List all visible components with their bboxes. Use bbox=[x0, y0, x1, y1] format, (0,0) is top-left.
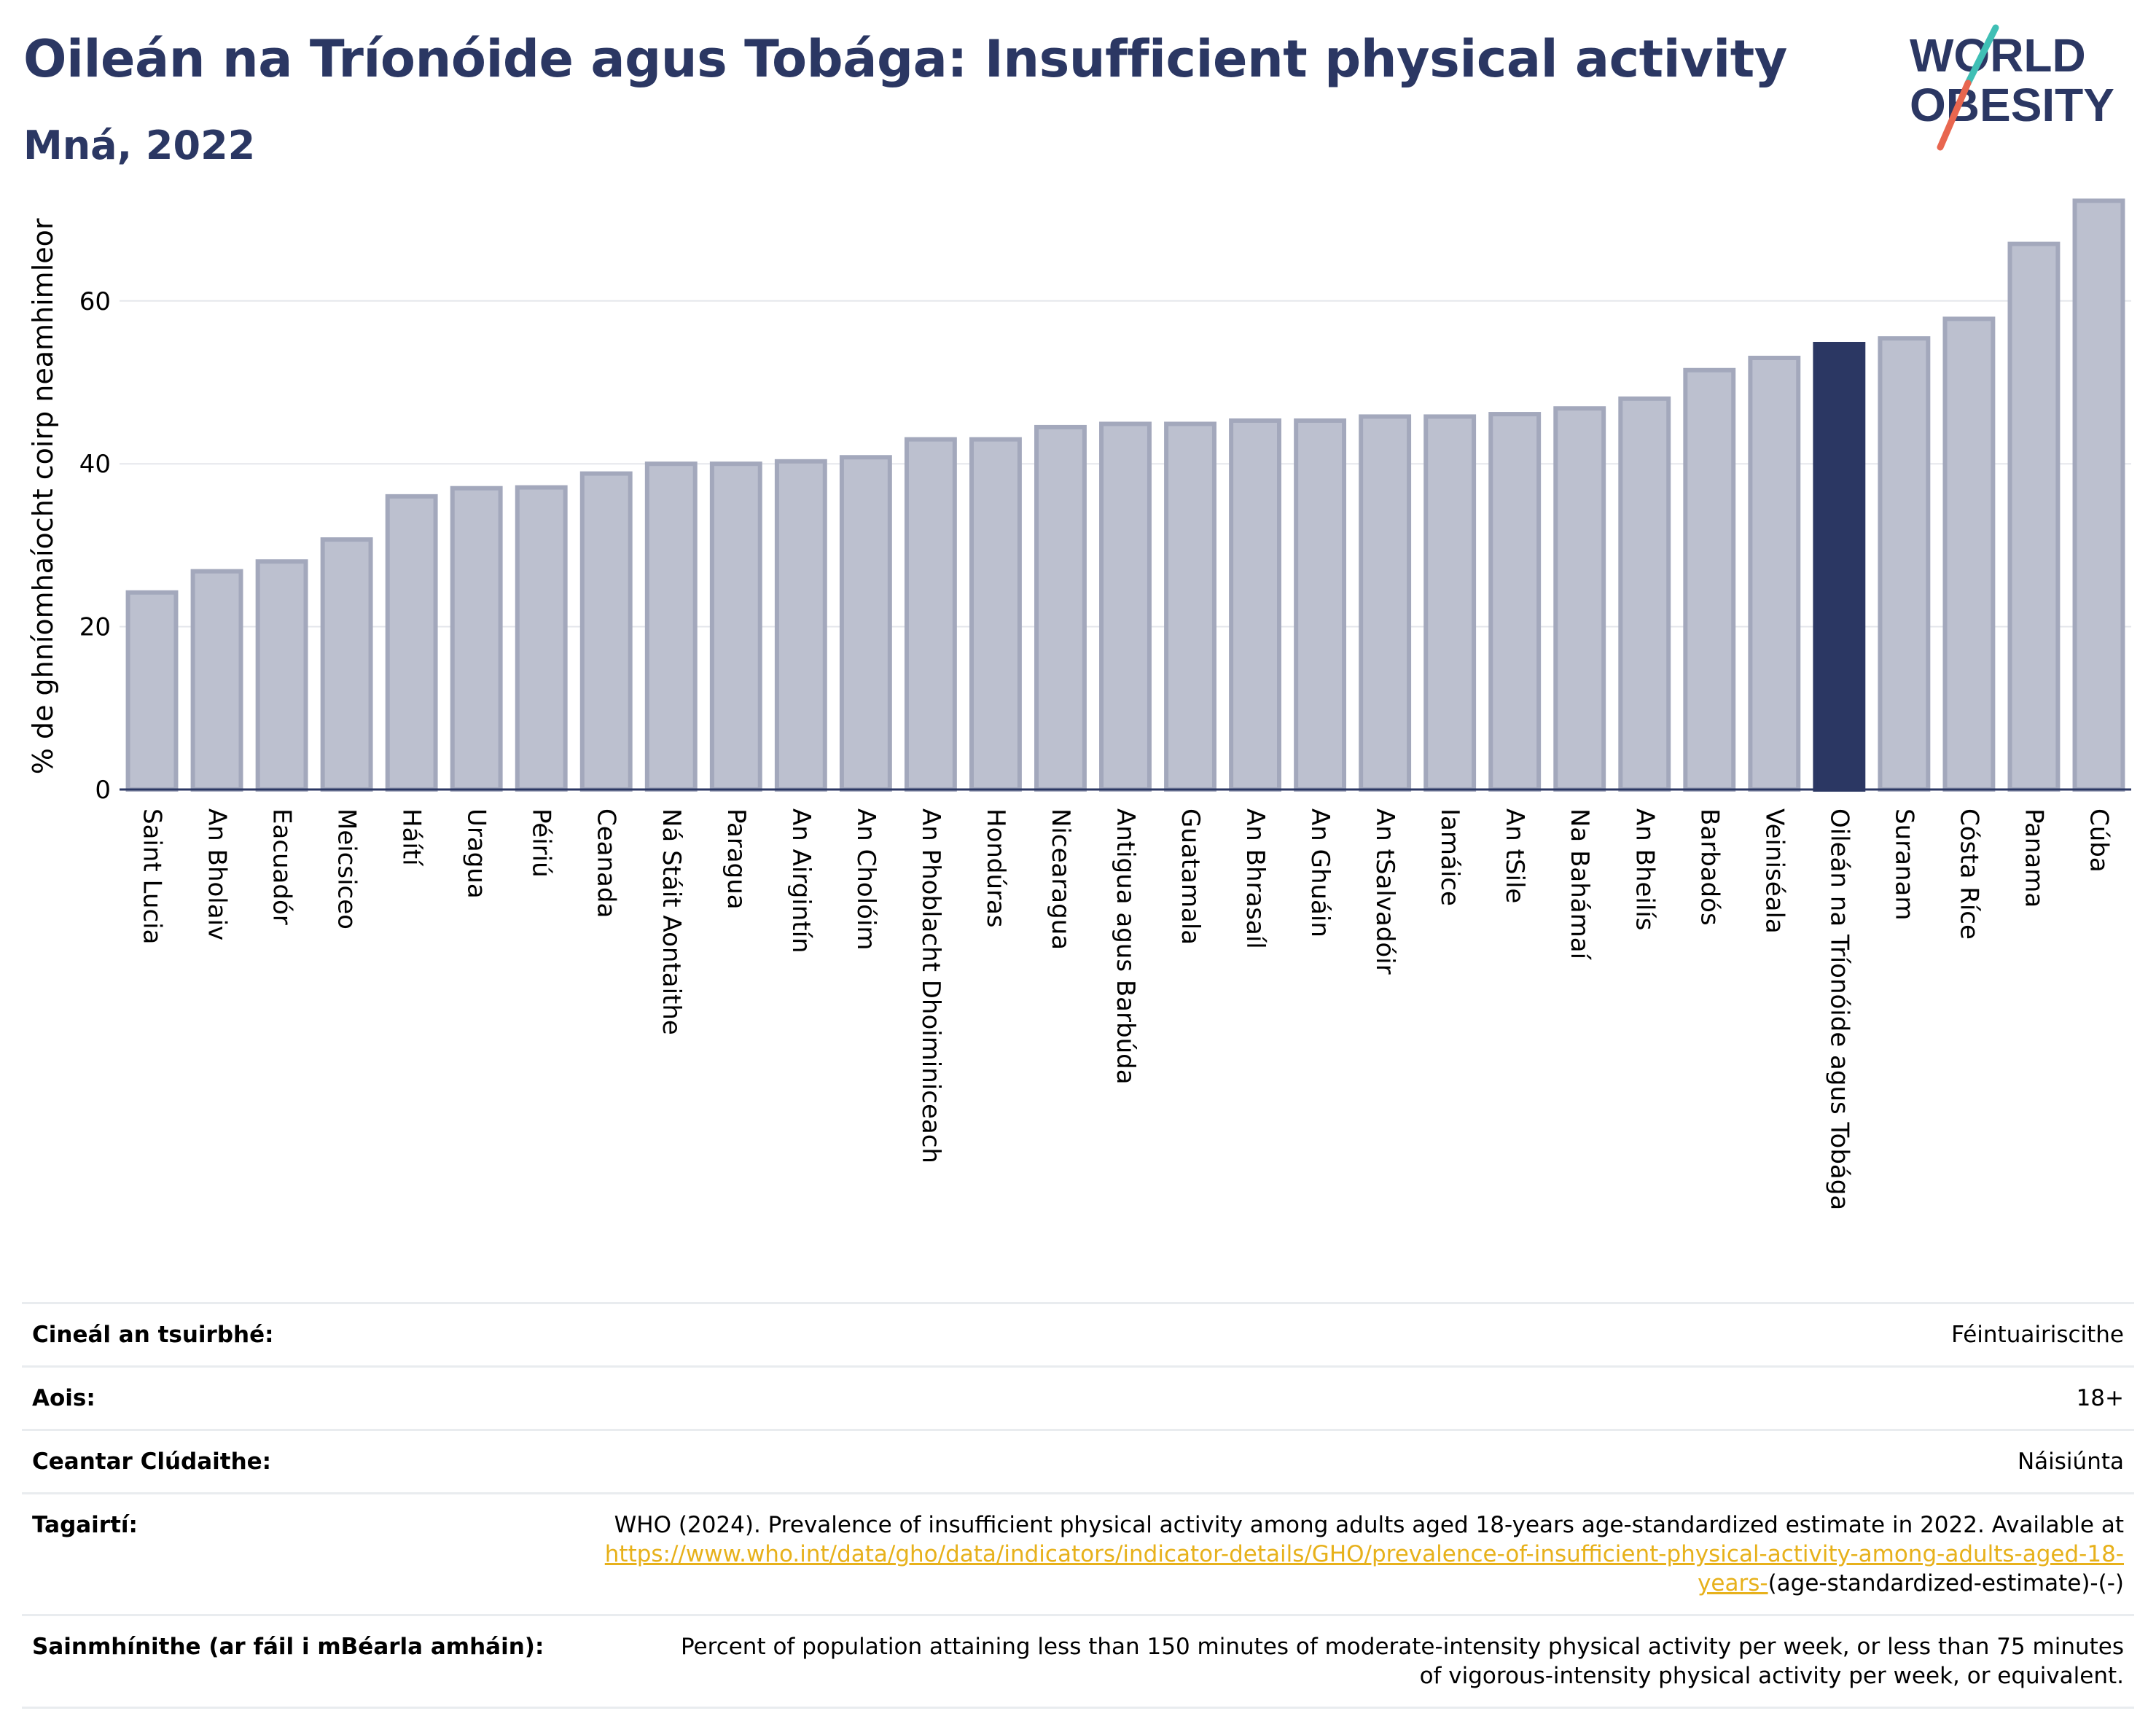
meta-row-area: Ceantar Clúdaithe: Náisiúnta bbox=[22, 1429, 2134, 1492]
x-tick-label: Oileán na Tríonóide agus Tobága bbox=[1824, 808, 1854, 1210]
y-tick-label: 20 bbox=[79, 613, 111, 642]
bar-háítí bbox=[385, 494, 438, 792]
x-tick-label: Paragua bbox=[722, 808, 751, 910]
bar-an-airgintín bbox=[774, 459, 827, 792]
meta-row-references: Tagairtí: WHO (2024). Prevalence of insu… bbox=[22, 1492, 2134, 1614]
meta-label: Ceantar Clúdaithe: bbox=[32, 1449, 272, 1475]
x-tick-label: Saint Lucia bbox=[138, 808, 167, 944]
x-tick-label: An Bhrasaíl bbox=[1241, 808, 1270, 949]
meta-row-definitions: Sainmhínithe (ar fáil i mBéarla amháin):… bbox=[22, 1614, 2134, 1709]
bar-an-ghuáin bbox=[1294, 418, 1347, 792]
bar-an-phoblacht-dhoiminiceach bbox=[904, 437, 957, 792]
x-axis-ticks: Saint Lucia An Bholaiv Eacuadór Meicsiceo Há… bbox=[138, 808, 2114, 1210]
bar-oileán-na-tríonóide-agus-tobága bbox=[1813, 341, 1866, 792]
meta-label: Aois: bbox=[32, 1385, 95, 1411]
bar-an-tsalvadóir bbox=[1359, 414, 1412, 792]
logo-line1: WORLD bbox=[1910, 29, 2086, 82]
bar-ceanada bbox=[579, 471, 633, 792]
x-tick-label: An Phoblacht Dhoiminiceach bbox=[916, 808, 945, 1163]
bar-iamáice bbox=[1423, 414, 1477, 792]
bar-ná-stáit-aontaithe bbox=[644, 461, 698, 792]
meta-label: Sainmhínithe (ar fáil i mBéarla amháin): bbox=[32, 1634, 544, 1660]
bar-paragua bbox=[709, 461, 762, 792]
x-tick-label: Péiriú bbox=[527, 808, 556, 878]
bar-panama bbox=[2007, 241, 2061, 792]
x-tick-label: Meicsiceo bbox=[332, 808, 362, 929]
bar-barbadós bbox=[1683, 367, 1736, 792]
x-tick-label: Panama bbox=[2019, 808, 2048, 908]
chart-title: Oileán na Tríonóide agus Tobága: Insuffi… bbox=[23, 29, 1787, 89]
meta-label: Cineál an tsuirbhé: bbox=[32, 1322, 274, 1348]
x-tick-label: Ná Stáit Aontaithe bbox=[657, 808, 686, 1035]
x-tick-label: Antigua agus Barbúda bbox=[1111, 808, 1140, 1085]
reference-suffix: (age-standardized-estimate)-(-) bbox=[1768, 1570, 2124, 1596]
y-tick-label: 0 bbox=[95, 776, 111, 805]
bar-an-bhrasaíl bbox=[1229, 418, 1282, 792]
bar-saint-lucia bbox=[125, 590, 179, 792]
x-tick-label: An Bheilís bbox=[1630, 808, 1659, 930]
x-tick-label: Suranam bbox=[1889, 808, 1918, 920]
bar-an-tsile bbox=[1488, 412, 1542, 792]
x-tick-label: An Ghuáin bbox=[1305, 808, 1335, 937]
bar-péiriú bbox=[515, 485, 568, 792]
bar-hondúras bbox=[969, 437, 1022, 792]
x-tick-label: An Bholaiv bbox=[203, 808, 232, 940]
x-tick-label: Nicearagua bbox=[1046, 808, 1075, 950]
x-tick-label: Cósta Ríce bbox=[1954, 808, 1983, 940]
bar-meicsiceo bbox=[320, 537, 373, 792]
x-tick-label: Hondúras bbox=[981, 808, 1010, 928]
x-tick-label: Veiniséala bbox=[1759, 808, 1789, 934]
chart-subtitle: Mná, 2022 bbox=[23, 122, 256, 168]
x-tick-label: An Cholóim bbox=[851, 808, 880, 951]
x-tick-label: Eacuadór bbox=[267, 808, 297, 925]
bar-na-bahámaí bbox=[1553, 406, 1606, 792]
x-tick-label: An tSile bbox=[1500, 808, 1529, 903]
x-tick-label: Guatamala bbox=[1176, 808, 1205, 945]
bar-nicearagua bbox=[1034, 424, 1087, 792]
x-tick-label: Ceanada bbox=[592, 808, 621, 918]
y-tick-label: 40 bbox=[79, 450, 111, 479]
bar-uragua bbox=[450, 486, 503, 792]
bar-chart: 0 20 40 60 Saint Lucia An Bholaiv Eacuadór Mei… bbox=[27, 198, 2131, 1210]
bar-an-cholóim bbox=[839, 455, 892, 792]
logo-line2: OBESITY bbox=[1910, 79, 2114, 131]
x-tick-label: Barbadós bbox=[1695, 808, 1724, 926]
bar-an-bheilís bbox=[1618, 396, 1671, 792]
bar-an-bholaiv bbox=[190, 569, 243, 792]
bar-cósta-ríce bbox=[1942, 316, 1996, 792]
x-tick-label: Háítí bbox=[397, 808, 426, 867]
bar-eacuadór bbox=[255, 559, 308, 792]
bar-guatamala bbox=[1164, 421, 1216, 792]
bar-antigua-agus-barbúda bbox=[1099, 421, 1152, 792]
bars bbox=[125, 198, 2125, 792]
meta-value: WHO (2024). Prevalence of insufficient p… bbox=[557, 1510, 2124, 1598]
x-tick-label: Cúba bbox=[2084, 808, 2113, 873]
bar-suranam bbox=[1878, 336, 1931, 792]
meta-value: Féintuairiscithe bbox=[1951, 1322, 2124, 1348]
x-tick-label: An Airgintín bbox=[786, 808, 816, 954]
reference-text: WHO (2024). Prevalence of insufficient p… bbox=[614, 1512, 2124, 1538]
y-tick-label: 60 bbox=[79, 287, 111, 316]
reference-link[interactable]: https://www.who.int/data/gho/data/indica… bbox=[604, 1541, 2124, 1596]
meta-value: 18+ bbox=[2076, 1385, 2124, 1411]
meta-label: Tagairtí: bbox=[32, 1512, 138, 1538]
x-tick-label: Na Bahámaí bbox=[1565, 808, 1594, 961]
meta-value: Percent of population attaining less tha… bbox=[680, 1634, 2124, 1689]
x-tick-label: An tSalvadóir bbox=[1370, 808, 1399, 975]
y-axis-label: % de ghníomhaíocht coirp neamhimleor bbox=[27, 218, 59, 774]
meta-value: Náisiúnta bbox=[2017, 1449, 2124, 1475]
meta-row-survey-type: Cineál an tsuirbhé: Féintuairiscithe bbox=[22, 1302, 2134, 1365]
x-tick-label: Iamáice bbox=[1435, 808, 1464, 906]
bar-veiniséala bbox=[1748, 355, 1801, 792]
x-tick-label: Uragua bbox=[462, 808, 491, 899]
world-obesity-logo: WORLD OBESITY bbox=[1910, 24, 2114, 151]
bar-cúba bbox=[2072, 198, 2125, 792]
y-axis-ticks: 0 20 40 60 bbox=[79, 287, 111, 805]
meta-row-age: Aois: 18+ bbox=[22, 1365, 2134, 1429]
metadata-table: Cineál an tsuirbhé: Féintuairiscithe Aoi… bbox=[22, 1302, 2134, 1709]
